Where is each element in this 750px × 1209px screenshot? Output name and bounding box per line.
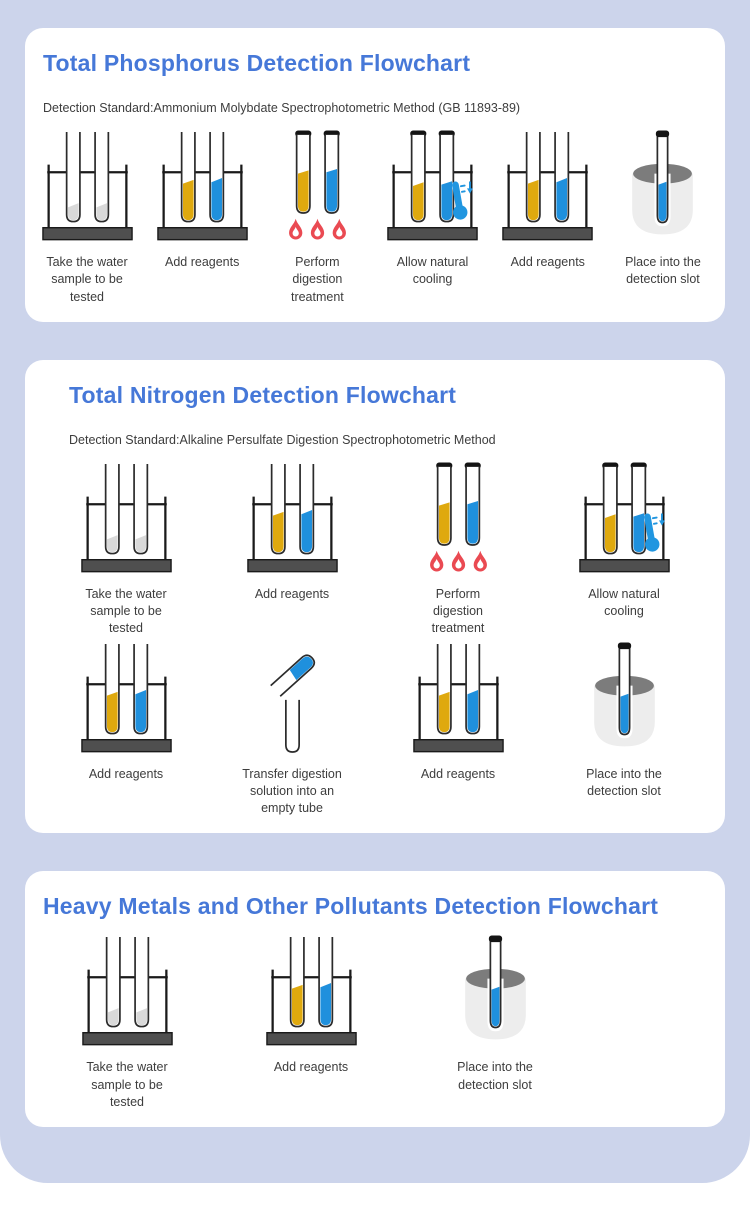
- flow-step: Add reagents: [148, 130, 256, 306]
- flow-step: Perform digestion treatment: [383, 462, 533, 638]
- tubes-cooling-icon: [387, 130, 478, 242]
- step-caption: Add reagents: [510, 255, 585, 269]
- step-caption: Transfer digestion solution into an empt…: [242, 766, 342, 816]
- step-caption: Add reagents: [254, 586, 330, 601]
- tubes-reagents-icon: [412, 642, 504, 754]
- flow-step: Allow natural cooling: [549, 462, 699, 638]
- tubes-digestion-icon: [413, 462, 504, 574]
- tubes-sample-icon: [80, 462, 172, 574]
- transfer-tube-icon: [247, 642, 338, 754]
- detection-slot-icon: [450, 935, 541, 1047]
- flow-step: Transfer digestion solution into an empt…: [217, 642, 367, 818]
- step-caption: Add reagents: [420, 766, 496, 781]
- section-total-phosphorus: Total Phosphorus Detection Flowchart Det…: [25, 28, 725, 322]
- step-caption: Perform digestion treatment: [290, 255, 344, 304]
- flow-step: Add reagents: [217, 462, 367, 638]
- detection-slot-icon: [579, 642, 670, 754]
- flow-step: Add reagents: [219, 935, 403, 1111]
- background-panel: Total Phosphorus Detection Flowchart Det…: [0, 0, 750, 1183]
- detection-standard-text: Detection Standard:Ammonium Molybdate Sp…: [43, 101, 521, 115]
- step-caption: Place into the detection slot: [586, 766, 662, 798]
- flow-step-row: Add reagents Transfer digestion solution…: [25, 642, 725, 818]
- step-caption: Place into the detection slot: [625, 255, 701, 287]
- flow-step: Take the water sample to be tested: [51, 462, 201, 638]
- flow-step: Add reagents: [51, 642, 201, 818]
- tubes-sample-icon: [41, 130, 133, 242]
- flow-step: Place into the detection slot: [549, 642, 699, 818]
- flow-step: Take the water sample to be tested: [33, 130, 141, 306]
- step-caption: Place into the detection slot: [457, 1060, 533, 1092]
- page-title: Heavy Metals and Other Pollutants Detect…: [43, 893, 659, 920]
- step-caption: Perform digestion treatment: [431, 586, 485, 636]
- flow-step: Perform digestion treatment: [263, 130, 371, 306]
- step-caption: Allow natural cooling: [588, 586, 660, 618]
- tubes-reagents-icon: [80, 642, 172, 754]
- tubes-reagents-icon: [502, 130, 594, 242]
- step-caption: Add reagents: [165, 255, 240, 269]
- flow-step: Take the water sample to be tested: [35, 935, 219, 1111]
- tubes-reagents-icon: [156, 130, 248, 242]
- step-caption: Take the water sample to be tested: [85, 586, 167, 636]
- flow-steps: Take the water sample to be tested Add r…: [25, 935, 725, 1111]
- flow-step-row: Take the water sample to be tested Add r…: [25, 935, 725, 1111]
- detection-slot-icon: [617, 130, 708, 242]
- section-total-nitrogen: Total Nitrogen Detection Flowchart Detec…: [25, 359, 725, 834]
- flow-step: Place into the detection slot: [403, 935, 587, 1111]
- flow-step-row: Take the water sample to be tested Add r…: [25, 130, 725, 306]
- flow-step: Add reagents: [494, 130, 602, 306]
- flow-steps: Take the water sample to be tested Add r…: [25, 462, 725, 818]
- section-heavy-metals: Heavy Metals and Other Pollutants Detect…: [25, 871, 725, 1127]
- tubes-sample-icon: [81, 935, 173, 1047]
- flow-step: Add reagents: [383, 642, 533, 818]
- step-caption: Take the water sample to be tested: [46, 255, 128, 304]
- step-caption: Take the water sample to be tested: [86, 1060, 168, 1109]
- step-caption: Add reagents: [273, 1060, 349, 1075]
- detection-standard-text: Detection Standard:Alkaline Persulfate D…: [69, 432, 496, 447]
- flow-step: Allow natural cooling: [379, 130, 487, 306]
- tubes-digestion-icon: [272, 130, 363, 242]
- page-title: Total Phosphorus Detection Flowchart: [43, 50, 471, 76]
- step-caption: Add reagents: [88, 766, 164, 781]
- tubes-reagents-icon: [265, 935, 357, 1047]
- tubes-reagents-icon: [246, 462, 338, 574]
- step-caption: Allow natural cooling: [396, 255, 469, 287]
- flow-step-row: Take the water sample to be tested Add r…: [25, 462, 725, 638]
- tubes-cooling-icon: [578, 462, 670, 574]
- page-title: Total Nitrogen Detection Flowchart: [69, 381, 457, 408]
- flow-steps: Take the water sample to be tested Add r…: [25, 130, 725, 306]
- flow-step: Place into the detection slot: [609, 130, 717, 306]
